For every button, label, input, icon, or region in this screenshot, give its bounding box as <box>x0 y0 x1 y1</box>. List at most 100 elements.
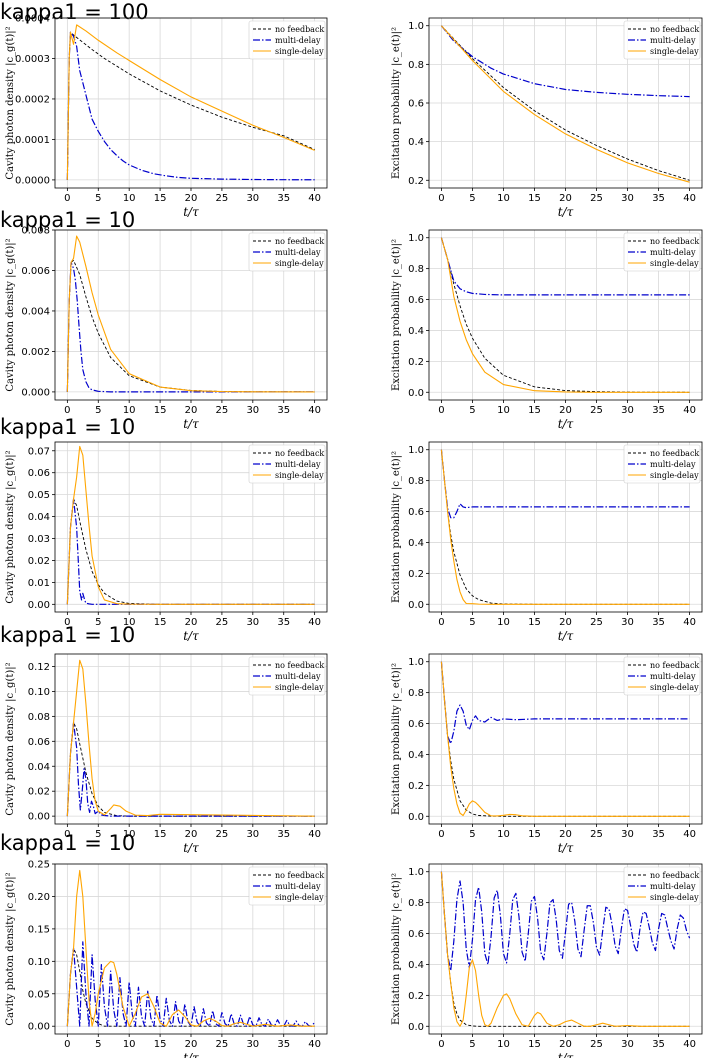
c8-legend-label-1: multi-delay <box>275 882 321 891</box>
c2-xtick-label-3: 15 <box>154 405 167 416</box>
c3-legend-box <box>623 232 701 272</box>
c4-xtick-label-3: 15 <box>154 617 167 628</box>
c3-xtick-label-0: 0 <box>438 405 444 416</box>
c6-legend-label-0: no feedback <box>275 661 324 670</box>
c8-ytick-label-2: 0.10 <box>28 957 50 968</box>
c6-series-multi-delay <box>66 721 315 817</box>
c0-xtick-label-5: 25 <box>216 193 229 204</box>
c5-ytick-label-2: 0.4 <box>408 538 424 549</box>
c9-ytick-label-1: 0.2 <box>408 991 424 1002</box>
c3-legend-label-1: multi-delay <box>650 248 696 257</box>
c4-ytick-label-4: 0.04 <box>28 512 50 523</box>
c1-ytick-label-4: 1.0 <box>408 21 424 32</box>
chart-r1-right: 0 5 10 15 20 25 30 35 40 0.2 0.4 0.6 0.8 1.0 t/τ Excita… <box>391 17 703 219</box>
c6-xtick-label-0: 0 <box>64 829 70 840</box>
c7-ylabel: Excitation probability |c_e(t)|² <box>391 663 402 815</box>
c3-xtick-label-5: 25 <box>590 405 603 416</box>
c1-legend-label-2: single-delay <box>650 47 699 56</box>
c4-ytick-label-1: 0.01 <box>28 578 50 589</box>
c5-legend-box <box>623 444 701 484</box>
c8-ytick-label-1: 0.05 <box>28 989 50 1000</box>
row-title-4: kappa1 = 10 <box>0 623 136 647</box>
c2-legend-label-2: single-delay <box>275 259 324 268</box>
c7-series-multi-delay <box>440 661 690 745</box>
c2-ytick-label-2: 0.004 <box>21 306 50 317</box>
c0-legend-label-0: no feedback <box>275 25 324 34</box>
c4-ytick-label-0: 0.00 <box>28 600 50 611</box>
c6-ytick-label-6: 0.12 <box>28 662 50 673</box>
c2-xtick-label-7: 35 <box>277 405 290 416</box>
c0-ytick-label-2: 0.0002 <box>15 94 50 105</box>
c8-xtick-label-1: 5 <box>95 1039 101 1050</box>
c3-ytick-label-0: 0.0 <box>408 388 424 399</box>
c8-xtick-label-8: 40 <box>308 1039 321 1050</box>
c5-ytick-label-1: 0.2 <box>408 569 424 580</box>
c7-ytick-label-1: 0.2 <box>408 781 424 792</box>
c1-series-multi-delay <box>440 25 690 98</box>
c2-ytick-label-4: 0.008 <box>21 226 50 237</box>
c9-legend-label-1: multi-delay <box>650 882 696 891</box>
c2-xtick-label-4: 20 <box>185 405 198 416</box>
c8-xtick-label-3: 15 <box>154 1039 167 1050</box>
chart-r5-left: 0 5 10 15 20 25 30 35 40 0.00 0.05 0.10 0.15 0.20 0.25… <box>5 860 328 1058</box>
c9-xtick-label-2: 10 <box>497 1039 510 1050</box>
c7-xtick-label-1: 5 <box>469 829 475 840</box>
c3-series-single-delay <box>440 237 690 393</box>
c0-ytick-label-3: 0.0003 <box>15 54 50 65</box>
c5-xtick-label-1: 5 <box>469 617 475 628</box>
c0-xtick-label-2: 10 <box>123 193 136 204</box>
c5-xtick-label-3: 15 <box>528 617 541 628</box>
c4-xtick-label-6: 30 <box>246 617 259 628</box>
c1-xtick-label-0: 0 <box>438 193 444 204</box>
c7-ytick-label-4: 0.8 <box>408 688 424 699</box>
c7-xtick-label-2: 10 <box>497 829 510 840</box>
c3-xtick-label-2: 10 <box>497 405 510 416</box>
c2-ylabel: Cavity photon density |c_g(t)|² <box>5 238 16 391</box>
c1-xtick-label-3: 15 <box>528 193 541 204</box>
c4-ytick-label-2: 0.02 <box>28 556 50 567</box>
c6-ytick-label-3: 0.06 <box>28 737 50 748</box>
c5-xtick-label-4: 20 <box>559 617 572 628</box>
c7-xtick-label-5: 25 <box>590 829 603 840</box>
c9-ytick-label-5: 1.0 <box>408 867 424 878</box>
c1-ytick-label-3: 0.8 <box>408 60 424 71</box>
c1-ytick-label-0: 0.2 <box>408 176 424 187</box>
c9-ytick-label-3: 0.6 <box>408 929 424 940</box>
c8-ytick-label-0: 0.00 <box>28 1022 50 1033</box>
c0-series-single-delay <box>66 24 315 180</box>
c3-ytick-label-5: 1.0 <box>408 233 424 244</box>
c1-series-single-delay <box>440 25 690 183</box>
c6-xtick-label-5: 25 <box>216 829 229 840</box>
c3-legend-label-0: no feedback <box>650 237 699 246</box>
c1-legend-label-0: no feedback <box>650 25 699 34</box>
chart-r4-right: 0 5 10 15 20 25 30 35 40 0.0 0.2 0.4 0.6 0.8 1.0 t/τ Exc… <box>391 653 703 855</box>
c9-xtick-label-1: 5 <box>469 1039 475 1050</box>
c0-xtick-label-0: 0 <box>64 193 70 204</box>
c5-xtick-label-0: 0 <box>438 617 444 628</box>
c5-series-single-delay <box>440 449 690 605</box>
c1-xtick-label-6: 30 <box>621 193 634 204</box>
c8-xtick-label-5: 25 <box>216 1039 229 1050</box>
c0-legend-label-2: single-delay <box>275 47 324 56</box>
c8-xtick-label-2: 10 <box>123 1039 136 1050</box>
c7-xtick-label-0: 0 <box>438 829 444 840</box>
c5-ytick-label-4: 0.8 <box>408 476 424 487</box>
c3-ylabel: Excitation probability |c_e(t)|² <box>391 239 402 391</box>
c7-ytick-label-2: 0.4 <box>408 750 424 761</box>
c6-xtick-label-4: 20 <box>185 829 198 840</box>
c6-xtick-label-7: 35 <box>277 829 290 840</box>
c8-ytick-label-4: 0.20 <box>28 892 50 903</box>
c9-legend-label-0: no feedback <box>650 871 699 880</box>
c1-xtick-label-4: 20 <box>559 193 572 204</box>
c4-series-multi-delay <box>66 498 315 605</box>
row-title-5: kappa1 = 10 <box>0 831 136 855</box>
c9-xlabel: t/τ <box>558 1051 574 1058</box>
c2-ytick-label-0: 0.000 <box>21 387 50 398</box>
c2-xtick-label-6: 30 <box>246 405 259 416</box>
c8-legend-label-2: single-delay <box>275 893 324 902</box>
c5-xtick-label-8: 40 <box>683 617 696 628</box>
c0-xtick-label-3: 15 <box>154 193 167 204</box>
c0-series-multi-delay <box>66 31 315 181</box>
c3-xtick-label-8: 40 <box>683 405 696 416</box>
c5-ytick-label-5: 1.0 <box>408 445 424 456</box>
